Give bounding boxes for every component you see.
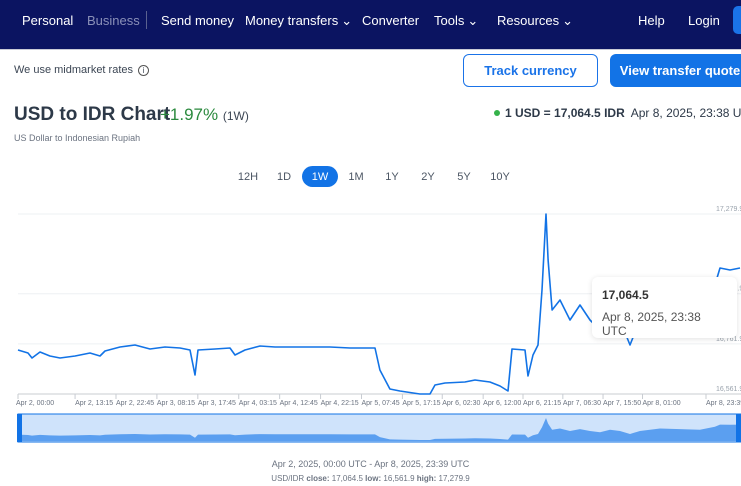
range-selector: 12H 1D 1W 1M 1Y 2Y 5Y 10Y	[230, 166, 518, 187]
navigator-right-handle[interactable]	[736, 414, 741, 442]
high-value: 17,279.9	[438, 474, 470, 483]
x-tick-label: Apr 5, 07:45	[361, 400, 399, 407]
chevron-down-icon: ⌄	[467, 13, 479, 28]
x-tick-label: Apr 3, 08:15	[157, 400, 195, 407]
change-value: +1.97%	[160, 105, 219, 124]
rate-time: Apr 8, 2025, 23:38 UTC	[630, 106, 741, 120]
footer-stats: USD/IDR close: 17,064.5 low: 16,561.9 hi…	[0, 474, 741, 483]
x-tick-label: Apr 7, 06:30	[563, 400, 601, 407]
top-navbar: Personal Business Send money Money trans…	[0, 0, 741, 50]
nav-send-money[interactable]: Send money	[161, 13, 234, 28]
chevron-down-icon: ⌄	[562, 13, 574, 28]
midmarket-note: We use midmarket rates i	[14, 64, 150, 76]
nav-label: Tools	[434, 13, 465, 28]
x-tick-label: Apr 2, 13:15	[75, 400, 113, 407]
nav-personal[interactable]: Personal	[22, 13, 74, 28]
range-1m[interactable]: 1M	[348, 170, 364, 183]
x-tick-label: Apr 6, 21:15	[523, 400, 561, 407]
y-tick-label: 17,279.9	[716, 206, 741, 213]
view-transfer-quote-button[interactable]: View transfer quote	[610, 54, 741, 87]
x-tick-label: Apr 2, 22:45	[116, 400, 154, 407]
nav-divider	[146, 11, 147, 29]
live-dot-icon	[494, 110, 500, 116]
current-rate: 1 USD = 17,064.5 IDR Apr 8, 2025, 23:38 U…	[494, 106, 741, 120]
x-tick-label: Apr 8, 01:00	[643, 400, 681, 407]
footer-range: Apr 2, 2025, 00:00 UTC - Apr 8, 2025, 23…	[271, 459, 470, 469]
range-10y[interactable]: 10Y	[490, 170, 510, 183]
x-tick-label: Apr 2, 00:00	[16, 400, 54, 407]
signup-button[interactable]	[733, 6, 741, 34]
track-currency-button[interactable]: Track currency	[463, 54, 598, 87]
x-tick-label: Apr 4, 03:15	[239, 400, 277, 407]
chevron-down-icon: ⌄	[341, 13, 353, 28]
y-tick-label: 16,761.9	[716, 336, 741, 343]
nav-help[interactable]: Help	[638, 13, 665, 28]
x-tick-label: Apr 7, 15:50	[603, 400, 641, 407]
low-value: 16,561.9	[383, 474, 415, 483]
navigator-area	[18, 418, 740, 441]
nav-label: Money transfers	[245, 13, 339, 28]
page-title: USD to IDR Chart	[14, 104, 171, 125]
range-1w[interactable]: 1W	[302, 166, 338, 187]
tooltip-value: 17,064.5	[602, 288, 649, 302]
x-tick-label: Apr 4, 22:15	[321, 400, 359, 407]
range-2y[interactable]: 2Y	[421, 170, 435, 183]
x-tick-label: Apr 3, 17:45	[198, 400, 236, 407]
close-value: 17,064.5	[331, 474, 363, 483]
info-icon[interactable]: i	[138, 65, 150, 76]
x-tick-label: Apr 6, 12:00	[483, 400, 521, 407]
range-5y[interactable]: 5Y	[457, 170, 471, 183]
x-tick-label: Apr 5, 17:15	[402, 400, 440, 407]
nav-business[interactable]: Business	[87, 13, 140, 28]
low-label: low:	[365, 474, 382, 483]
range-1y[interactable]: 1Y	[385, 170, 399, 183]
nav-converter[interactable]: Converter	[362, 13, 420, 28]
y-tick-label: 16,561.9	[716, 386, 741, 393]
change-percent: +1.97% (1W)	[160, 105, 249, 125]
close-label: close:	[306, 474, 330, 483]
midmarket-text: We use midmarket rates	[14, 64, 134, 76]
range-1d[interactable]: 1D	[276, 170, 292, 183]
nav-resources[interactable]: Resources ⌄	[497, 13, 573, 29]
rate-value: 1 USD = 17,064.5 IDR	[505, 106, 625, 120]
tooltip-time: Apr 8, 2025, 23:38 UTC	[602, 310, 701, 338]
change-period: (1W)	[222, 109, 249, 123]
chart-tooltip: 17,064.5 Apr 8, 2025, 23:38 UTC	[592, 277, 737, 338]
x-tick-label: Apr 6, 02:30	[442, 400, 480, 407]
high-label: high:	[416, 474, 437, 483]
pair-label: USD/IDR	[271, 474, 305, 483]
x-tick-label: Apr 4, 12:45	[280, 400, 318, 407]
nav-label: Resources	[497, 13, 560, 28]
range-12h[interactable]: 12H	[237, 170, 259, 183]
page-subtitle: US Dollar to Indonesian Rupiah	[14, 133, 141, 143]
x-tick-label: Apr 8, 23:39	[706, 400, 741, 407]
navigator-left-handle[interactable]	[17, 414, 22, 442]
nav-tools[interactable]: Tools ⌄	[434, 13, 478, 29]
nav-login[interactable]: Login	[688, 13, 720, 28]
nav-money-transfers[interactable]: Money transfers ⌄	[245, 13, 352, 29]
